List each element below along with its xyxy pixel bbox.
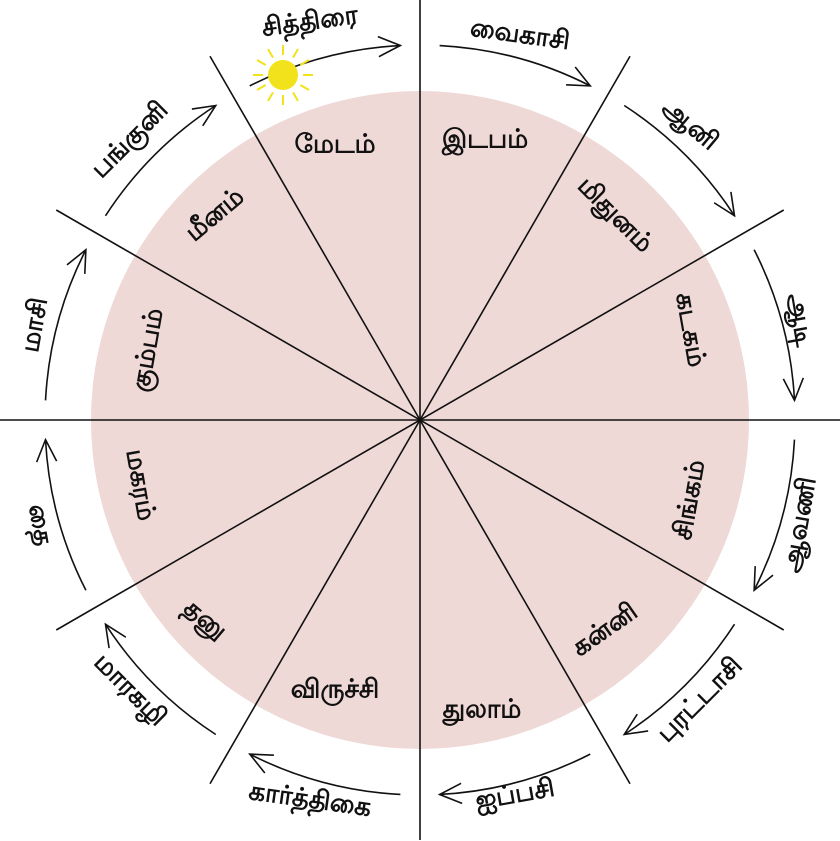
arrowhead [782,377,805,403]
sector-divider-line [55,209,785,631]
arrowhead [191,104,218,127]
month-arrow [623,104,736,217]
month-label: ஐப்பசி [473,773,557,817]
sun-ray [299,59,310,66]
month-arrow [104,104,217,217]
month-label: கார்த்திகை [247,776,374,825]
sun-ray [292,91,299,102]
month-arrow [104,623,217,736]
arrowhead [35,437,58,463]
month-arrow [249,753,401,796]
sun-icon [253,45,313,105]
month-arrow [753,439,796,591]
zodiac-sign-label: விருச்சி [291,675,379,707]
month-label: மாசி [15,295,54,354]
month-arrow [753,249,796,401]
month-arrow [44,249,87,401]
month-label: சித்திரை [260,0,361,45]
month-arrow [439,44,591,87]
arrowhead [66,248,87,274]
sun-ray [256,84,267,91]
month-arrow [249,44,401,87]
sun-ray [267,91,274,102]
arrowhead [622,713,649,736]
sun-disc [268,60,298,90]
month-arrow [44,439,87,591]
sun-ray [267,48,274,59]
arrowhead [104,622,127,649]
zodiac-sign-label: துலாம் [442,695,522,727]
zodiac-sign-label: மேடம் [295,130,376,160]
arrowhead [713,191,736,218]
arrowhead [566,66,592,87]
month-arrow [623,623,736,736]
sun-ray [299,84,310,91]
arrowhead [248,753,274,774]
arrowhead [753,566,774,592]
month-label: ஆவணி [776,475,823,575]
arrowhead [437,782,463,805]
month-label: தை [20,502,59,549]
month-label: புரட்டாசி [651,651,749,749]
arrowhead [377,35,403,58]
sun-ray [292,48,299,59]
sun-ray [256,59,267,66]
zodiac-sign-label: இடபம் [441,125,528,157]
month-label: ஆனி [656,93,725,158]
month-arrows [35,35,805,805]
month-arrow [439,753,591,796]
month-label: ஆடி [779,291,820,350]
month-label: பங்குனி [85,95,176,186]
